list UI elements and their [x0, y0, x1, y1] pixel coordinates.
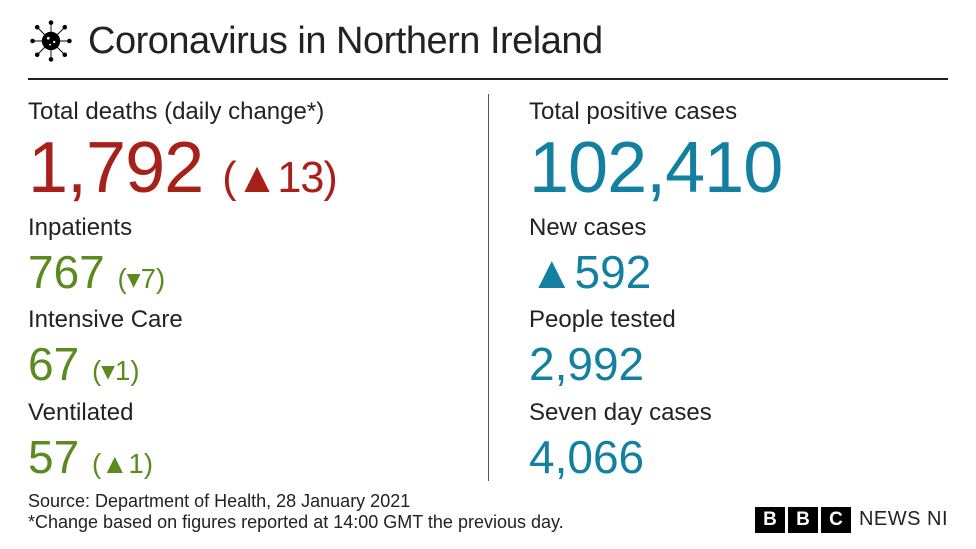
deaths-value: 1,792 (▲13)	[28, 132, 458, 204]
deaths-change: (▲13)	[222, 154, 337, 202]
deaths-number: 1,792	[28, 128, 203, 208]
inpatients-label: Inpatients	[28, 214, 458, 242]
header: Coronavirus in Northern Ireland	[28, 18, 948, 80]
up-arrow-icon: ▲	[529, 248, 575, 296]
seven-day-label: Seven day cases	[529, 399, 948, 427]
stats-grid: Total deaths (daily change*) 1,792 (▲13)…	[28, 80, 948, 481]
total-cases-value: 102,410	[529, 132, 948, 204]
icu-change: (▾1)	[92, 355, 140, 386]
inpatients-value: 767 (▾7)	[28, 248, 458, 296]
tested-value: 2,992	[529, 340, 948, 388]
bbc-credit: B B C NEWS NI	[755, 507, 948, 533]
note-text: *Change based on figures reported at 14:…	[28, 512, 564, 533]
footer-text: Source: Department of Health, 28 January…	[28, 491, 564, 533]
column-right: Total positive cases 102,410 New cases ▲…	[488, 94, 948, 481]
new-cases-value: ▲592	[529, 248, 948, 296]
total-cases-label: Total positive cases	[529, 98, 948, 126]
new-cases-number: 592	[575, 246, 652, 298]
source-text: Source: Department of Health, 28 January…	[28, 491, 564, 512]
tested-label: People tested	[529, 306, 948, 334]
bbc-b2: B	[788, 507, 818, 533]
new-cases-label: New cases	[529, 214, 948, 242]
column-left: Total deaths (daily change*) 1,792 (▲13)…	[28, 94, 488, 481]
inpatients-change: (▾7)	[118, 263, 166, 294]
virus-icon	[28, 18, 74, 64]
bbc-logo-icon: B B C	[755, 507, 851, 533]
ventilated-number: 57	[28, 431, 79, 483]
inpatients-number: 767	[28, 246, 105, 298]
news-ni-text: NEWS NI	[859, 508, 948, 531]
up-arrow-icon: ▲	[236, 157, 278, 200]
page-title: Coronavirus in Northern Ireland	[88, 20, 603, 63]
footer: Source: Department of Health, 28 January…	[28, 481, 948, 533]
ventilated-label: Ventilated	[28, 399, 458, 427]
icu-value: 67 (▾1)	[28, 340, 458, 388]
icu-number: 67	[28, 338, 79, 390]
bbc-b1: B	[755, 507, 785, 533]
down-arrow-icon: ▾	[127, 265, 141, 294]
ventilated-change: (▲1)	[92, 448, 153, 479]
seven-day-value: 4,066	[529, 433, 948, 481]
deaths-label: Total deaths (daily change*)	[28, 98, 458, 126]
ventilated-value: 57 (▲1)	[28, 433, 458, 481]
bbc-c: C	[821, 507, 851, 533]
up-arrow-icon: ▲	[101, 450, 128, 479]
icu-label: Intensive Care	[28, 306, 458, 334]
down-arrow-icon: ▾	[101, 357, 115, 386]
